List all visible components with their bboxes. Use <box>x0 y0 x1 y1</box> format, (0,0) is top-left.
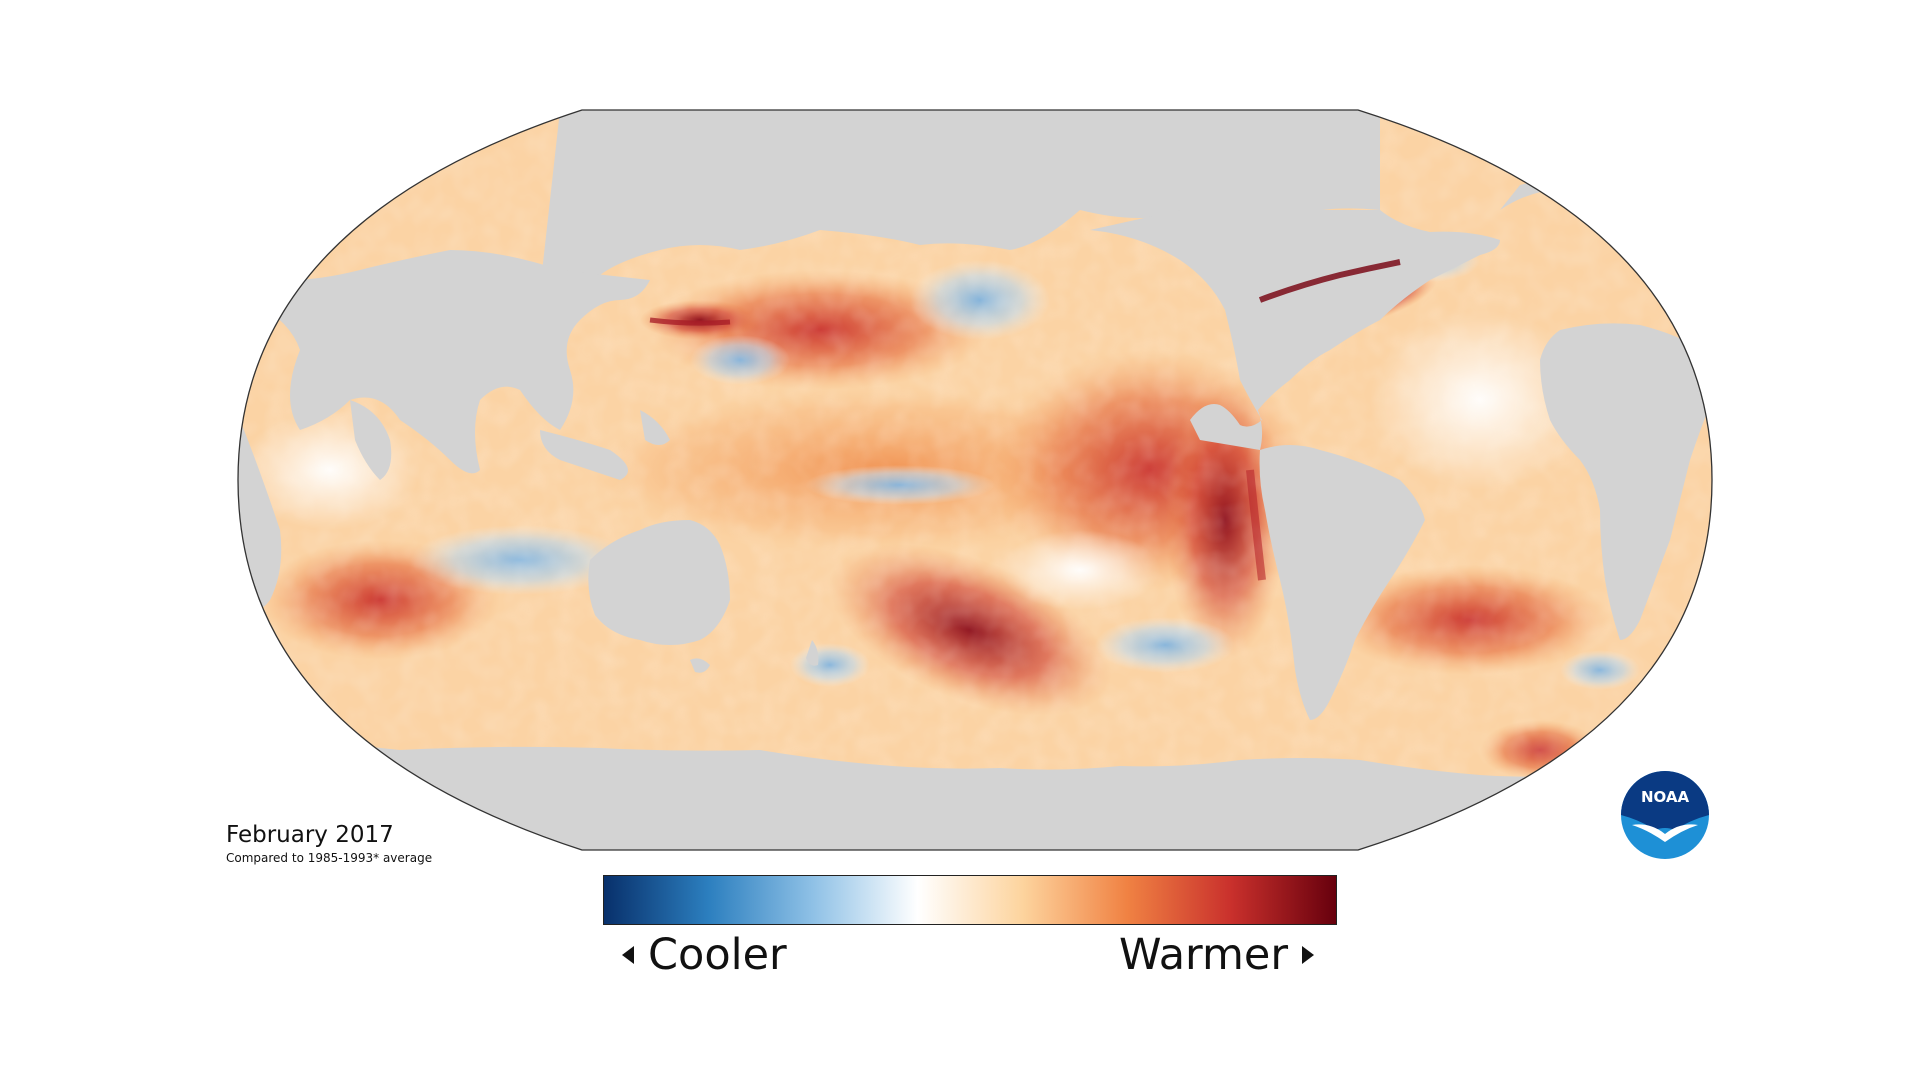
australia-land <box>588 520 730 645</box>
land-layer <box>238 110 1712 850</box>
right-arrow-icon <box>1302 946 1314 964</box>
caption-subtitle: Compared to 1985-1993* average <box>226 851 433 865</box>
africa-land <box>1540 323 1712 640</box>
noaa-logo-text: NOAA <box>1641 788 1690 806</box>
kuroshio-core <box>649 317 731 326</box>
cooler-label: Cooler <box>648 930 787 980</box>
tasmania-land <box>690 658 710 673</box>
warmer-label: Warmer <box>1118 930 1288 980</box>
north-america-land <box>1090 207 1500 450</box>
ocean-layer <box>238 110 1712 850</box>
warmer-label-group: Warmer <box>1119 930 1314 980</box>
anomaly-colorbar <box>603 875 1337 925</box>
cooler-label-group: Cooler <box>622 930 787 980</box>
arctic-land <box>540 110 1380 290</box>
peru-coast-core <box>1246 469 1266 581</box>
noaa-logo-top <box>1621 771 1709 830</box>
left-arrow-icon <box>622 946 634 964</box>
philippines-land <box>640 410 670 445</box>
new-zealand-land <box>806 640 819 666</box>
greenland-land <box>1330 216 1380 240</box>
gulf-stream-core <box>1258 259 1401 303</box>
sumatra-borneo-land <box>540 430 628 480</box>
caption-title: February 2017 <box>226 822 394 848</box>
africa-east-land <box>238 420 282 610</box>
antarctica-land <box>238 720 1712 850</box>
noaa-bird-icon <box>1632 824 1698 842</box>
map-outline <box>237 109 1713 851</box>
india-land <box>350 400 392 480</box>
noaa-logo: NOAA <box>1621 771 1709 859</box>
eurasia-land <box>250 250 650 474</box>
south-america-land <box>1259 445 1425 720</box>
